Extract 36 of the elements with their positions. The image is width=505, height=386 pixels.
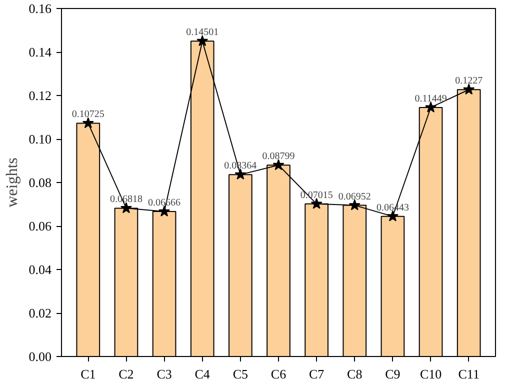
x-tick-label: C8: [347, 366, 362, 382]
y-tick-label: 0.08: [28, 175, 52, 190]
y-tick-label: 0.02: [28, 306, 52, 320]
y-axis-title: weights: [4, 158, 21, 208]
y-tick-label: 0.10: [28, 132, 52, 146]
data-label: 0.08799: [262, 151, 295, 162]
y-tick-label: 0.06: [28, 218, 52, 234]
data-label: 0.1227: [455, 76, 483, 87]
x-tick-label: C6: [270, 366, 287, 382]
data-label: 0.10725: [72, 109, 104, 120]
point: [120, 202, 132, 214]
x-tick-label: C7: [308, 366, 325, 382]
y-tick-label: 0.00: [28, 349, 52, 364]
y-tick-label: 0.16: [28, 1, 52, 16]
x-tick-label: C3: [156, 366, 172, 382]
y-tick-label: 0.04: [28, 262, 52, 277]
data-label: 0.14501: [186, 27, 219, 38]
x-tick-label: C4: [194, 366, 210, 382]
point: [348, 199, 360, 210]
x-tick-label: C2: [118, 366, 134, 382]
point: [158, 206, 170, 216]
x-tick-label: C10: [420, 366, 442, 382]
point: [234, 168, 246, 180]
point: [82, 117, 94, 128]
point: [425, 101, 437, 112]
data-label: 0.11449: [414, 93, 447, 104]
point: [196, 35, 208, 46]
x-tick-label: C5: [232, 366, 248, 382]
x-tick-label: C9: [385, 366, 400, 382]
x-tick-label: C1: [80, 366, 96, 382]
x-tick-label: C11: [458, 366, 480, 382]
point: [463, 84, 475, 95]
y-tick-label: 0.14: [28, 44, 52, 60]
y-tick-label: 0.12: [28, 88, 52, 103]
data-label: 0.06952: [338, 191, 371, 202]
point: [272, 159, 284, 170]
